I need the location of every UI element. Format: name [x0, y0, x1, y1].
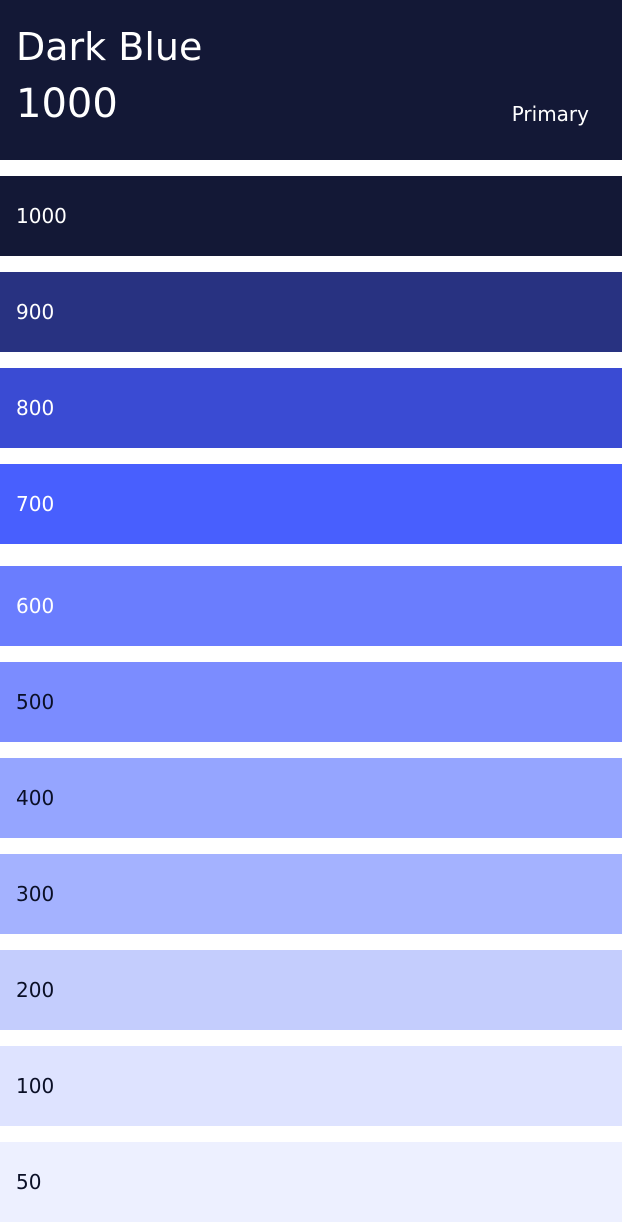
color-role-label: Primary	[511, 102, 589, 126]
swatch-300[interactable]: 300	[0, 854, 622, 934]
swatch-label: 1000	[16, 204, 67, 228]
swatch-label: 800	[16, 396, 55, 420]
swatch-400[interactable]: 400	[0, 758, 622, 838]
swatch-600[interactable]: 600	[0, 566, 622, 646]
swatch-label: 900	[16, 300, 55, 324]
swatch-200[interactable]: 200	[0, 950, 622, 1030]
swatch-label: 700	[16, 492, 55, 516]
swatch-1000[interactable]: 1000	[0, 176, 622, 256]
swatch-700[interactable]: 700	[0, 464, 622, 544]
swatch-label: 50	[16, 1170, 42, 1194]
swatch-900[interactable]: 900	[0, 272, 622, 352]
swatch-800[interactable]: 800	[0, 368, 622, 448]
swatch-label: 300	[16, 882, 55, 906]
swatch-50[interactable]: 50	[0, 1142, 622, 1222]
swatch-500[interactable]: 500	[0, 662, 622, 742]
swatch-label: 500	[16, 690, 55, 714]
color-name-title: Dark Blue	[16, 25, 203, 69]
swatch-label: 600	[16, 594, 55, 618]
color-shade-value: 1000	[16, 81, 118, 127]
color-header-card: Dark Blue 1000 Primary	[0, 0, 622, 160]
swatch-label: 200	[16, 978, 55, 1002]
swatch-label: 400	[16, 786, 55, 810]
swatch-100[interactable]: 100	[0, 1046, 622, 1126]
swatch-label: 100	[16, 1074, 55, 1098]
